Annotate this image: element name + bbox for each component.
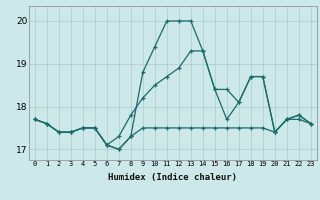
X-axis label: Humidex (Indice chaleur): Humidex (Indice chaleur) — [108, 173, 237, 182]
